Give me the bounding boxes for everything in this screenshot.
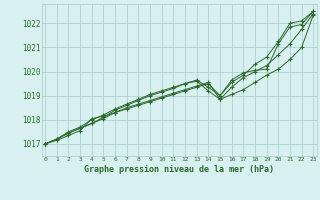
X-axis label: Graphe pression niveau de la mer (hPa): Graphe pression niveau de la mer (hPa) bbox=[84, 165, 274, 174]
